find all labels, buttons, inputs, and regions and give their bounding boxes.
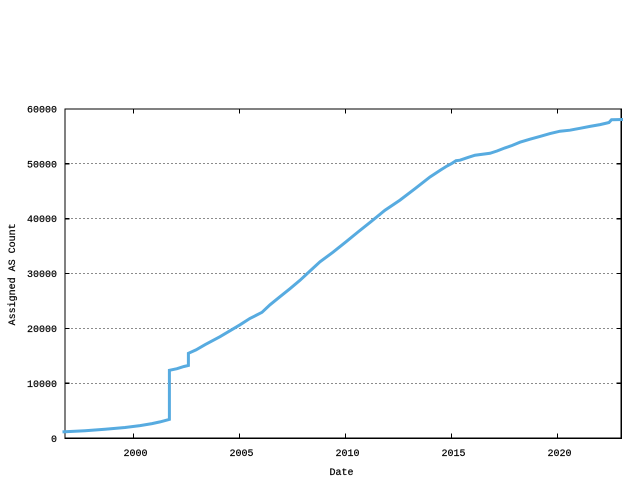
svg-text:50000: 50000 [27,160,57,171]
svg-text:Assigned AS Count: Assigned AS Count [7,223,19,325]
svg-text:40000: 40000 [27,215,57,226]
svg-text:30000: 30000 [27,270,57,281]
svg-text:0: 0 [51,435,57,446]
svg-text:2020: 2020 [547,449,571,460]
svg-text:20000: 20000 [27,325,57,336]
svg-text:60000: 60000 [27,105,57,116]
svg-text:2000: 2000 [123,449,147,460]
svg-text:2005: 2005 [229,449,253,460]
svg-text:2010: 2010 [335,449,359,460]
svg-text:Date: Date [329,468,353,479]
svg-text:2015: 2015 [441,449,465,460]
svg-text:10000: 10000 [27,380,57,391]
